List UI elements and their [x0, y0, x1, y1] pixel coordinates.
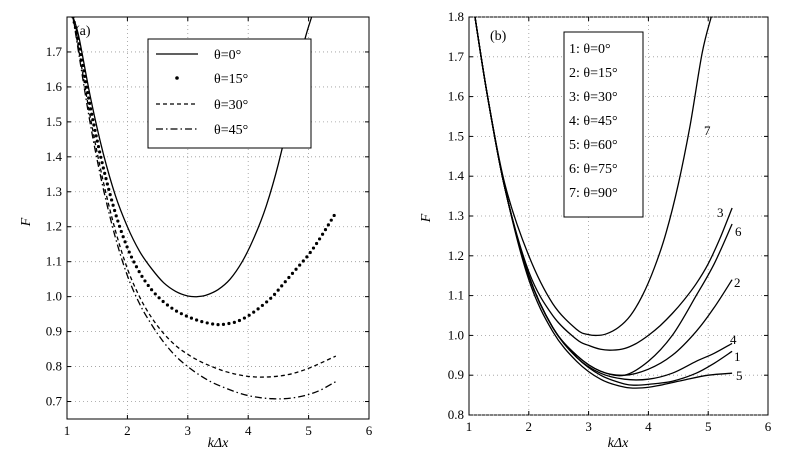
panel-b: 1 2 3 4 5 60.80.91.01.11.21.31.41.51.61.71.8 … — [419, 9, 772, 451]
curve-label-7: 7 — [704, 123, 711, 138]
panel-b-legend: 1: θ=0° 2: θ=15° 3: θ=30° 4: θ=45° 5: θ=… — [563, 31, 644, 218]
y-tick-label: 1.0 — [46, 289, 62, 304]
x-tick-label: 5 — [705, 419, 712, 434]
series-line-b-6 — [474, 17, 733, 377]
series-line-b-3 — [474, 17, 733, 351]
y-tick-label: 1.5 — [448, 128, 464, 143]
x-tick-label: 2 — [526, 419, 533, 434]
panel-b-xlabel: kΔx — [608, 436, 629, 451]
legend-a-entry-4: θ=45° — [214, 123, 248, 138]
x-tick-label: 5 — [305, 423, 312, 438]
y-tick-label: 0.8 — [46, 359, 62, 374]
panel-b-ylabel: F — [419, 213, 434, 223]
panel-a-ylabel: F — [19, 217, 34, 227]
series-line-b-7 — [474, 17, 712, 337]
y-tick-label: 1.3 — [46, 184, 62, 199]
y-tick-label: 1.4 — [46, 149, 63, 164]
series-line-a-4 — [72, 17, 337, 400]
x-tick-label: 4 — [245, 423, 252, 438]
y-tick-label: 1.8 — [448, 9, 464, 24]
y-tick-label: 1.1 — [448, 288, 464, 303]
curve-label-5: 5 — [736, 368, 743, 383]
legend-b-entry-4: 4: θ=45° — [569, 114, 618, 129]
legend-b-entry-7: 7: θ=90° — [569, 186, 618, 201]
y-tick-label: 1.3 — [448, 208, 464, 223]
y-tick-label: 1.2 — [46, 219, 62, 234]
y-tick-label: 0.8 — [448, 407, 464, 422]
y-tick-label: 1.2 — [448, 248, 464, 263]
y-tick-label: 1.6 — [46, 79, 63, 94]
y-tick-label: 0.9 — [46, 324, 62, 339]
y-tick-label: 0.7 — [46, 394, 63, 409]
legend-b-entry-3: 3: θ=30° — [569, 90, 618, 105]
panel-a-ticks: 1 2 3 4 5 6 0.7 0.8 0.9 1.0 1.1 1.2 1.3 1.4 1.5 1.6 1.7 — [46, 17, 373, 438]
legend-a-entry-2: θ=15° — [214, 72, 248, 87]
panel-a-xlabel: kΔx — [208, 436, 229, 451]
series-line-a-3 — [72, 17, 337, 378]
y-tick-label: 1.1 — [46, 254, 62, 269]
panel-a-legend-box — [147, 38, 312, 149]
legend-b-entry-6: 6: θ=75° — [569, 162, 618, 177]
legend-a-swatch-dot — [175, 76, 179, 80]
panel-a-label: (a) — [75, 24, 91, 39]
y-tick-label: 1.7 — [46, 44, 63, 59]
curve-label-1: 1 — [734, 349, 741, 364]
panel-a-series — [71, 17, 338, 400]
y-tick-label: 1.6 — [448, 89, 465, 104]
legend-b-entry-5: 5: θ=60° — [569, 138, 618, 153]
panel-a-legend: θ=0° θ=15° θ=30° θ=45° — [147, 38, 312, 149]
x-tick-label: 6 — [765, 419, 772, 434]
legend-a-entry-1: θ=0° — [214, 48, 241, 63]
panel-b-label: (b) — [490, 29, 507, 44]
y-tick-label: 1.7 — [448, 49, 465, 64]
legend-b-entry-1: 1: θ=0° — [569, 42, 611, 57]
x-tick-label: 2 — [124, 423, 131, 438]
y-tick-label: 1.0 — [448, 327, 464, 342]
panel-b-series: 1 2 3 4 5 6 7 — [474, 17, 743, 389]
y-tick-label: 1.5 — [46, 114, 62, 129]
x-tick-label: 1 — [64, 423, 71, 438]
x-tick-label: 1 — [466, 419, 473, 434]
curve-label-6: 6 — [735, 224, 742, 239]
x-tick-label: 4 — [645, 419, 652, 434]
series-line-a-1 — [72, 17, 313, 298]
panel-b-ticks: 1 2 3 4 5 6 0.8 0.9 1.0 1.1 1.2 1.3 1.4 1.5 1.6 1.7 1.8 — [448, 9, 772, 434]
curve-label-4: 4 — [730, 332, 737, 347]
x-tick-label: 6 — [366, 423, 373, 438]
x-tick-label: 3 — [185, 423, 192, 438]
curve-label-2: 2 — [734, 275, 741, 290]
curve-label-3: 3 — [717, 205, 724, 220]
legend-a-entry-3: θ=30° — [214, 98, 248, 113]
legend-b-entry-2: 2: θ=15° — [569, 66, 618, 81]
panel-a-grid — [67, 17, 369, 419]
y-tick-label: 1.4 — [448, 168, 465, 183]
x-tick-label: 3 — [585, 419, 592, 434]
series-line-a-2 — [71, 17, 338, 327]
panel-a: 1 2 3 4 5 60.70.80.91.01.11.21.31.41.51.61.7 … — [19, 16, 373, 451]
y-tick-label: 0.9 — [448, 367, 464, 382]
panel-b-legend-box — [563, 31, 644, 218]
